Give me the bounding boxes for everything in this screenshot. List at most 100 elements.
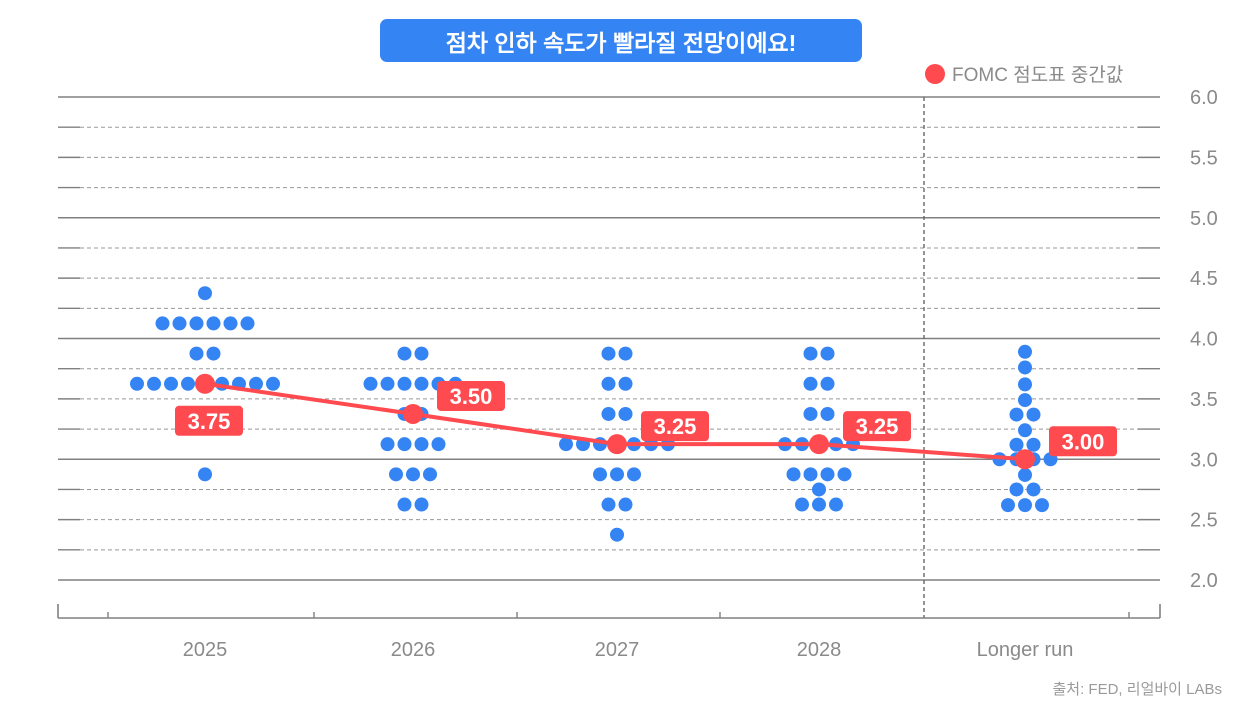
participant-dot (803, 406, 818, 421)
participant-dot (601, 497, 616, 512)
x-tick-label: 2026 (391, 639, 436, 661)
y-tick-label: 2.0 (1190, 570, 1218, 592)
participant-dot (423, 467, 437, 482)
median-label: 3.75 (188, 409, 231, 434)
participant-dot (397, 497, 412, 512)
participant-dot (147, 376, 161, 391)
participant-dot (803, 346, 818, 361)
participant-dot (1026, 437, 1041, 452)
median-label: 3.50 (450, 384, 493, 409)
participant-dot (181, 376, 195, 391)
participant-dot (803, 376, 818, 391)
participant-dot (618, 497, 633, 512)
participant-dot (1035, 498, 1049, 513)
participant-dot (223, 316, 238, 331)
participant-dot (414, 346, 429, 361)
median-point (809, 434, 829, 455)
participant-dot (431, 437, 446, 452)
participant-dot (601, 376, 616, 391)
participant-dot (1018, 423, 1032, 438)
participant-dot (363, 376, 378, 391)
median-label: 3.00 (1062, 429, 1105, 454)
y-tick-label: 3.5 (1190, 389, 1218, 411)
median-point (607, 434, 627, 455)
y-tick-label: 6.0 (1190, 87, 1218, 109)
x-tick-label: 2025 (183, 639, 228, 661)
participant-dot (618, 406, 633, 421)
participant-dot (1009, 407, 1024, 422)
participant-dot (610, 467, 624, 482)
participant-dot (803, 467, 818, 482)
participant-dot (786, 467, 801, 482)
participant-dot (820, 346, 835, 361)
x-tick-label: Longer run (977, 639, 1074, 661)
participant-dot (618, 376, 633, 391)
participant-dot (627, 467, 641, 482)
participant-dot (172, 316, 187, 331)
participant-dot (618, 346, 633, 361)
y-tick-label: 5.0 (1190, 208, 1218, 230)
source-note: 출처: FED, 리얼바이 LABs (1053, 681, 1223, 698)
median-point (195, 373, 215, 394)
median-point (1015, 449, 1035, 470)
participant-dot (1018, 393, 1032, 408)
participant-dot (414, 497, 429, 512)
median-label: 3.25 (856, 414, 899, 439)
participant-dot (206, 346, 221, 361)
participant-dot (1009, 482, 1024, 497)
y-tick-label: 4.5 (1190, 268, 1218, 290)
x-tick-label: 2028 (797, 639, 842, 661)
median-label-box (843, 411, 911, 442)
participant-dot (837, 467, 852, 482)
participant-dot (1018, 344, 1032, 359)
participant-dot (198, 286, 212, 301)
chart-title: 점차 인하 속도가 빨라질 전망이에요! (380, 19, 862, 62)
participant-dot (389, 467, 403, 482)
participant-dot (601, 346, 616, 361)
participant-dot (130, 376, 144, 391)
participant-dot (206, 316, 221, 331)
participant-dot (240, 316, 255, 331)
participant-dot (189, 346, 204, 361)
participant-dot (559, 437, 573, 452)
participant-dot (1009, 437, 1024, 452)
participant-dot (397, 346, 412, 361)
participant-dot (380, 376, 395, 391)
participant-dot (414, 376, 429, 391)
participant-dot (397, 376, 412, 391)
participant-dot (249, 376, 263, 391)
participant-dot (1026, 407, 1041, 422)
participant-dot (414, 437, 429, 452)
median-label-box (1049, 426, 1117, 457)
median-label-box (437, 380, 505, 411)
participant-dot (164, 376, 178, 391)
participant-dot (812, 497, 826, 512)
participant-dot (812, 482, 826, 497)
participant-dot (820, 467, 835, 482)
participant-dot (189, 316, 204, 331)
median-label-box (175, 405, 243, 436)
median-label: 3.25 (654, 414, 697, 439)
participant-dot (155, 316, 170, 331)
participant-dot (406, 467, 420, 482)
participant-dot (610, 527, 624, 542)
participant-dot (397, 437, 412, 452)
median-label-box (641, 411, 709, 442)
participant-dot (266, 376, 280, 391)
participant-dot (1018, 498, 1032, 513)
legend-label: FOMC 점도표 중간값 (952, 64, 1123, 86)
participant-dot (198, 467, 212, 482)
participant-dot (829, 497, 843, 512)
y-tick-label: 4.0 (1190, 329, 1218, 351)
median-point (403, 403, 423, 424)
participant-dot (1018, 377, 1032, 392)
y-tick-label: 2.5 (1190, 510, 1218, 532)
participant-dot (1026, 482, 1041, 497)
participant-dot (601, 406, 616, 421)
participant-dot (1018, 360, 1032, 375)
legend-marker-icon (925, 64, 945, 84)
y-tick-label: 3.0 (1190, 449, 1218, 471)
participant-dot (593, 467, 607, 482)
y-tick-label: 5.5 (1190, 147, 1218, 169)
